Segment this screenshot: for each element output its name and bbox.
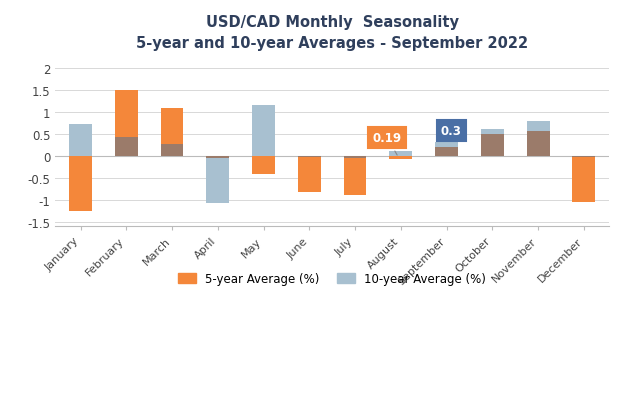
Bar (435, 143, 458, 156)
Bar (435, 148, 458, 156)
Bar (527, 122, 550, 156)
Bar (115, 138, 138, 156)
Title: USD/CAD Monthly  Seasonality
5-year and 10-year Averages - September 2022: USD/CAD Monthly Seasonality 5-year and 1… (136, 15, 529, 51)
Bar (160, 144, 183, 156)
Bar (344, 156, 366, 159)
Bar (69, 156, 92, 211)
Bar (298, 156, 321, 192)
Bar (298, 156, 321, 157)
Bar (160, 109, 183, 156)
Bar (115, 90, 138, 156)
Bar (481, 134, 504, 156)
Bar (527, 132, 550, 156)
Bar (207, 156, 229, 204)
Bar (69, 124, 92, 156)
Bar (389, 152, 412, 156)
Bar (572, 156, 595, 157)
Bar (389, 156, 412, 160)
Bar (252, 106, 275, 156)
Bar (344, 156, 366, 196)
Bar (207, 156, 229, 159)
Bar (252, 156, 275, 175)
Bar (572, 156, 595, 202)
Bar (481, 130, 504, 156)
Text: 0.3: 0.3 (441, 125, 462, 139)
Text: 0.19: 0.19 (373, 131, 402, 156)
Legend: 5-year Average (%), 10-year Average (%): 5-year Average (%), 10-year Average (%) (173, 268, 491, 290)
